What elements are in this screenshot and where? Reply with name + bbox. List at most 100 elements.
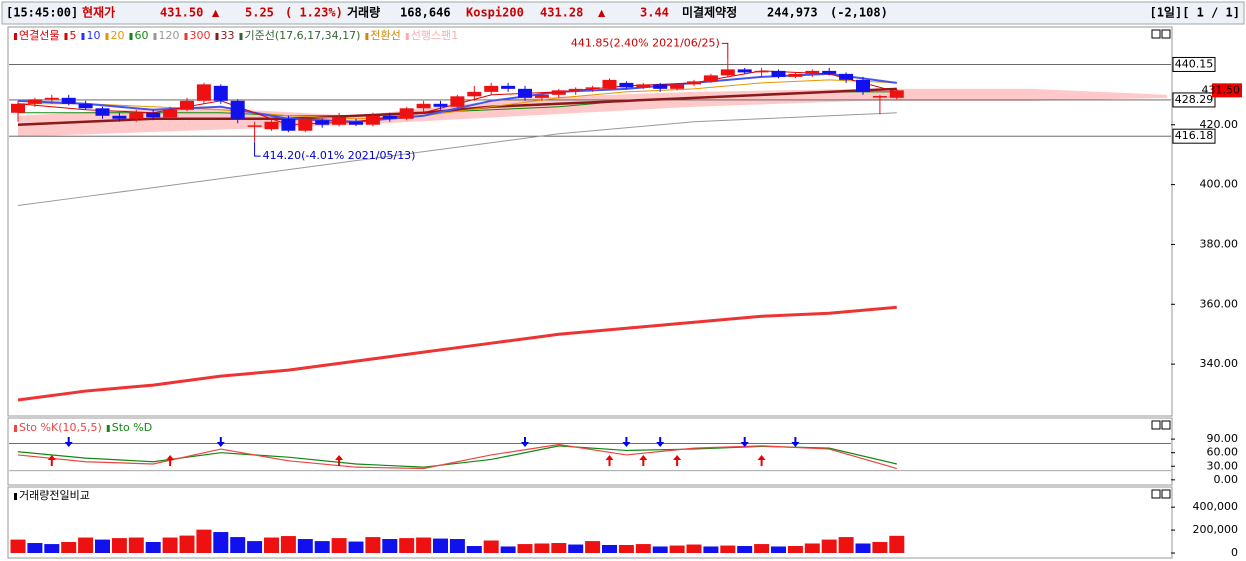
candle-body [889, 90, 904, 98]
level-label: 440.15 [1175, 57, 1214, 70]
candle-body [146, 112, 161, 118]
annotation-leader [254, 142, 261, 157]
legend-label: 300 [189, 29, 210, 42]
candle-body [856, 79, 870, 92]
volume-bar [111, 538, 127, 553]
volume-bar [585, 541, 601, 553]
legend-label: 연결선물 [19, 29, 59, 42]
legend-label: 120 [158, 29, 179, 42]
volume-bar [652, 546, 668, 553]
annotation: 441.85(2.40% 2021/06/25) [571, 36, 720, 49]
candle-body [264, 121, 279, 130]
candle-body [349, 121, 363, 125]
volume-bar [27, 543, 43, 553]
volume-bar [686, 544, 702, 553]
moving-average [17, 87, 897, 127]
volume-bar [78, 537, 94, 553]
y-tick-label: 400,000 [1193, 500, 1239, 513]
sell-signal [656, 437, 665, 447]
buy-signal [47, 455, 56, 466]
header-field: Kospi200 [466, 6, 524, 20]
volume-bar [720, 545, 736, 553]
candle-body [771, 70, 786, 77]
volume-bar [872, 542, 888, 553]
candle-body [687, 81, 701, 85]
minimize-button[interactable] [1151, 420, 1161, 430]
volume-bar [44, 544, 60, 553]
y-tick-label: 360.00 [1200, 297, 1239, 310]
y-tick-label: 420.00 [1200, 118, 1239, 131]
volume-bar [416, 537, 432, 553]
candle-body [619, 82, 634, 88]
candle-body [450, 96, 465, 107]
volume-bar [162, 537, 178, 553]
candle-body [61, 97, 76, 104]
volume-bar [602, 544, 617, 553]
legend-swatch [405, 33, 409, 40]
current-price-box [1212, 83, 1242, 98]
volume-bar [230, 537, 246, 553]
candle-body [298, 118, 313, 131]
candle-body [872, 96, 887, 98]
panel-buttons[interactable] [1151, 29, 1171, 499]
page-indicator: [1일][ 1 / 1] [1149, 6, 1240, 20]
volume-bar [551, 543, 567, 553]
header-field: 168,646 [400, 6, 451, 20]
candle-body [112, 115, 127, 119]
candle-body [737, 69, 752, 73]
volume-bar [433, 538, 448, 553]
legend-label: 60 [134, 29, 148, 42]
candle-body [568, 88, 583, 91]
header-bar [1, 1, 1245, 25]
header-field: ▲ [212, 6, 220, 20]
legend-label: 선행스팬1 [411, 29, 458, 42]
volume-bar [196, 529, 212, 553]
y-tick-label: 30.00 [1207, 459, 1239, 472]
volume-bar [382, 539, 398, 553]
close-button[interactable] [1161, 489, 1171, 499]
legend-swatch [81, 33, 85, 40]
header-field: 431.50 [160, 6, 203, 20]
candle-body [196, 84, 211, 101]
volume-bar [145, 542, 161, 553]
y-tick-label: 200,000 [1193, 523, 1239, 536]
volume-bar [331, 538, 347, 553]
volume-bar [534, 543, 550, 553]
candle-body [365, 115, 380, 125]
candle-body [585, 87, 600, 89]
close-button[interactable] [1161, 29, 1171, 39]
level-label: 416.18 [1175, 129, 1214, 142]
legend-swatch [14, 33, 17, 40]
legend-label: 33 [220, 29, 234, 42]
volume-bar [855, 543, 871, 553]
candle-body [602, 79, 617, 89]
minimize-button[interactable] [1151, 29, 1161, 39]
minimize-button[interactable] [1151, 489, 1161, 499]
volume-bar [669, 545, 685, 553]
header-field: 244,973 [767, 6, 818, 20]
legend-swatch [105, 33, 109, 40]
candle-body [163, 109, 178, 118]
legend-swatch [184, 33, 188, 40]
sell-signal [791, 437, 800, 447]
volume-bar [703, 546, 719, 553]
y-tick-label: 340.00 [1200, 357, 1239, 370]
candle-body [484, 85, 499, 92]
annotation-leader [721, 42, 729, 60]
legend-swatch [64, 33, 68, 40]
y-tick-label: 60.00 [1207, 446, 1239, 459]
volume-bar [10, 539, 26, 553]
sell-signal [622, 437, 631, 447]
stoch-line [17, 443, 897, 470]
candle-body [720, 69, 735, 76]
candle-body [788, 73, 803, 77]
candle-body [95, 108, 110, 116]
volume-bar [179, 535, 195, 553]
candle-body [332, 117, 347, 125]
candle-body [129, 112, 144, 119]
candle-body [27, 99, 42, 104]
close-button[interactable] [1161, 420, 1171, 430]
volume-bar [821, 539, 837, 553]
volume-bar [247, 541, 263, 553]
buy-signal [673, 455, 682, 466]
